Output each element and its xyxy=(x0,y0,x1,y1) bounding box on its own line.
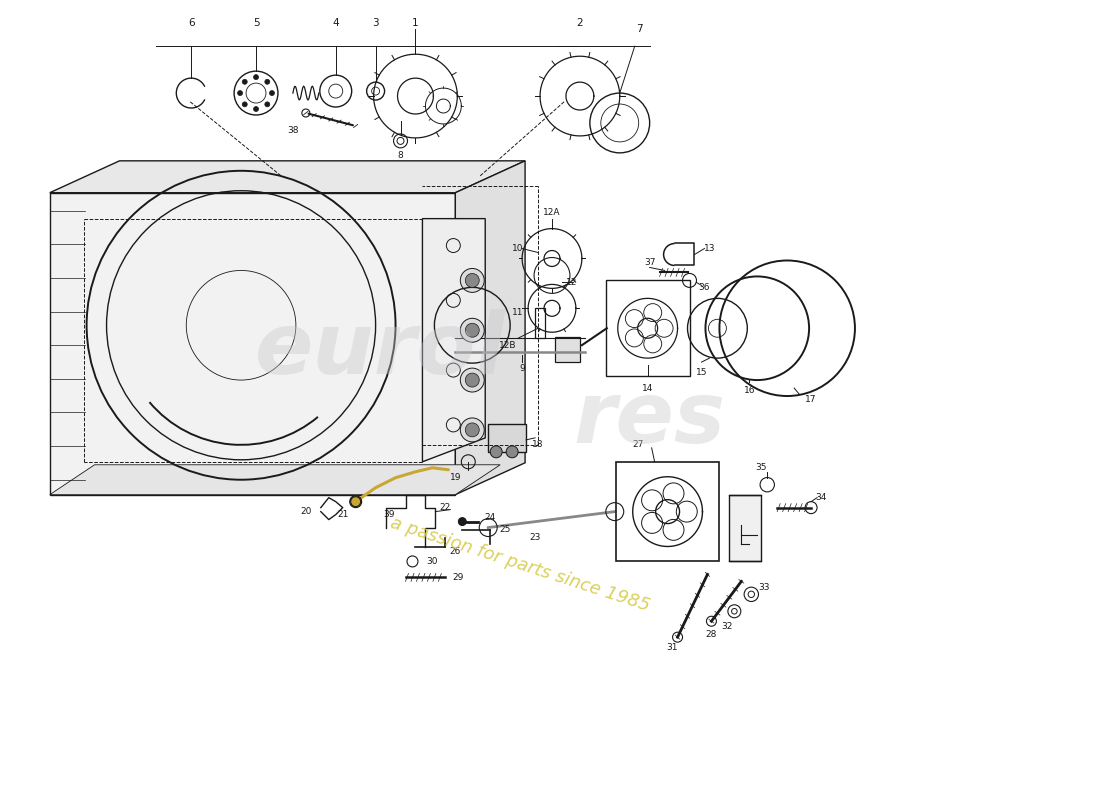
Circle shape xyxy=(459,518,466,526)
Text: 4: 4 xyxy=(332,18,339,28)
Circle shape xyxy=(465,323,480,338)
Text: 10: 10 xyxy=(513,244,524,253)
Text: 22: 22 xyxy=(440,503,451,512)
Text: 29: 29 xyxy=(452,573,464,582)
Text: 30: 30 xyxy=(427,557,438,566)
Text: 19: 19 xyxy=(450,474,461,482)
Text: 8: 8 xyxy=(397,151,404,160)
Text: 26: 26 xyxy=(450,547,461,556)
Polygon shape xyxy=(422,218,485,462)
Circle shape xyxy=(491,446,503,458)
Bar xyxy=(488,424,526,452)
Text: 24: 24 xyxy=(485,513,496,522)
Text: 20: 20 xyxy=(300,507,311,516)
Text: 15: 15 xyxy=(695,367,707,377)
Polygon shape xyxy=(50,465,501,494)
Circle shape xyxy=(265,102,269,107)
Text: 32: 32 xyxy=(722,622,733,630)
Circle shape xyxy=(265,79,269,84)
Text: res: res xyxy=(573,378,726,462)
Circle shape xyxy=(506,446,518,458)
Text: 33: 33 xyxy=(759,583,770,592)
Text: 28: 28 xyxy=(706,630,717,638)
Circle shape xyxy=(238,90,243,95)
Text: 12B: 12B xyxy=(499,341,517,350)
Circle shape xyxy=(465,373,480,387)
Circle shape xyxy=(460,418,484,442)
Text: 36: 36 xyxy=(698,283,711,292)
Circle shape xyxy=(253,106,258,111)
Text: 16: 16 xyxy=(744,386,755,394)
Polygon shape xyxy=(729,494,761,562)
Text: 12: 12 xyxy=(566,278,578,287)
Text: 9: 9 xyxy=(519,364,525,373)
Circle shape xyxy=(465,423,480,437)
Text: 35: 35 xyxy=(756,463,767,472)
Circle shape xyxy=(460,368,484,392)
Bar xyxy=(535,308,544,338)
Text: 27: 27 xyxy=(632,440,644,450)
Text: 31: 31 xyxy=(666,642,678,652)
Text: 38: 38 xyxy=(287,126,298,135)
Text: 1: 1 xyxy=(412,18,419,28)
Text: 12A: 12A xyxy=(543,208,561,217)
Circle shape xyxy=(350,496,362,508)
Polygon shape xyxy=(50,193,455,494)
Text: eurol: eurol xyxy=(255,309,506,392)
Text: 11: 11 xyxy=(513,308,524,317)
Text: 6: 6 xyxy=(188,18,195,28)
Text: 37: 37 xyxy=(644,258,656,267)
Text: 34: 34 xyxy=(815,493,827,502)
Bar xyxy=(556,338,580,362)
Bar xyxy=(616,462,719,562)
Text: 25: 25 xyxy=(499,525,510,534)
Text: 2: 2 xyxy=(576,18,583,28)
Text: 17: 17 xyxy=(805,395,817,405)
Text: 5: 5 xyxy=(253,18,260,28)
Circle shape xyxy=(460,318,484,342)
Text: 21: 21 xyxy=(337,510,349,519)
Text: 14: 14 xyxy=(642,383,653,393)
Text: 7: 7 xyxy=(637,24,644,34)
Text: a passion for parts since 1985: a passion for parts since 1985 xyxy=(388,514,652,615)
Polygon shape xyxy=(455,161,525,494)
Circle shape xyxy=(253,74,258,80)
Text: 13: 13 xyxy=(704,244,715,253)
Text: 18: 18 xyxy=(532,440,543,450)
Polygon shape xyxy=(50,161,525,193)
Circle shape xyxy=(460,269,484,292)
Text: 23: 23 xyxy=(529,533,541,542)
Text: 3: 3 xyxy=(372,18,378,28)
Circle shape xyxy=(270,90,275,95)
Text: 39: 39 xyxy=(383,510,394,519)
Circle shape xyxy=(242,79,248,84)
Circle shape xyxy=(242,102,248,107)
Circle shape xyxy=(465,274,480,287)
Bar xyxy=(606,281,690,376)
